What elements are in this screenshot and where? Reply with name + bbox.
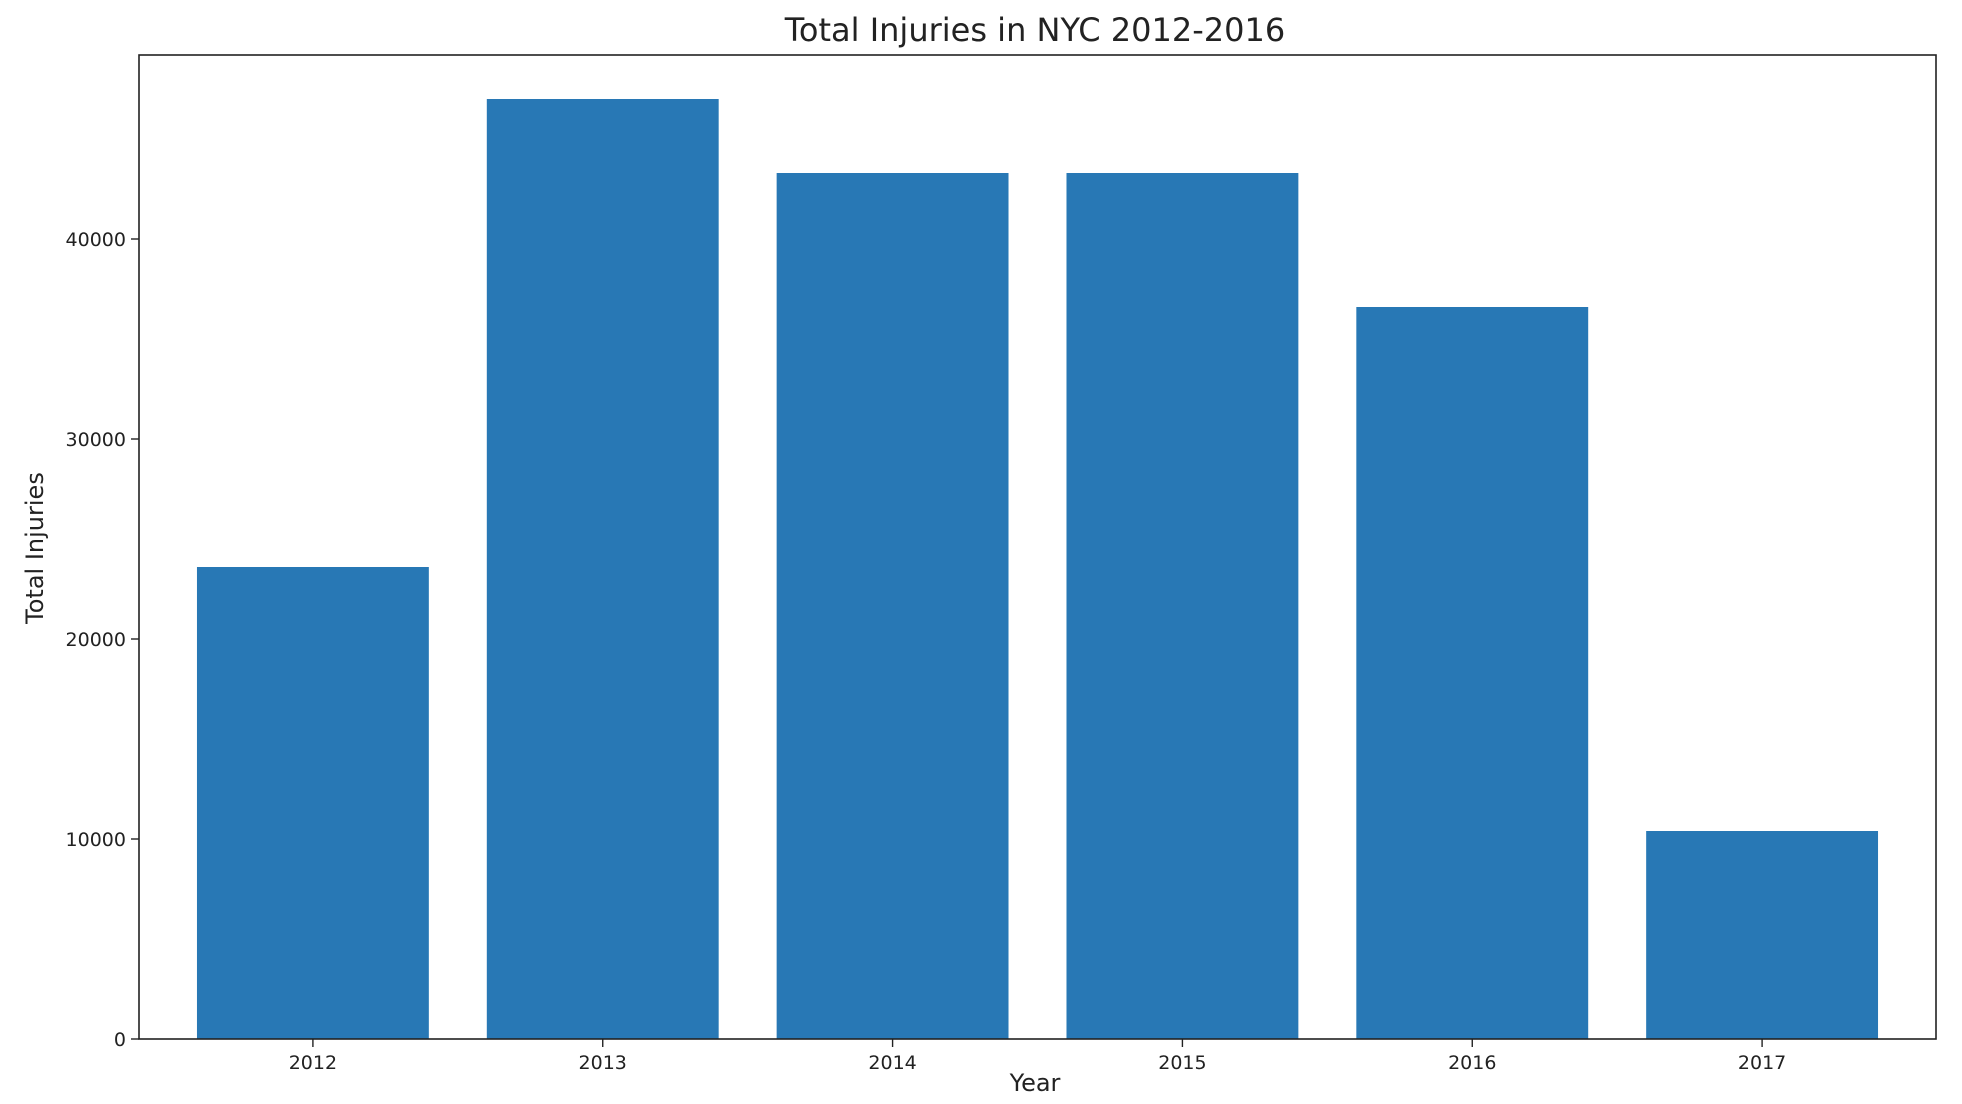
y-tick-label: 0 [114, 1029, 126, 1051]
y-tick-label: 30000 [66, 429, 126, 451]
x-tick-label: 2015 [1158, 1052, 1206, 1074]
bar-2013 [486, 99, 719, 1039]
bars [196, 99, 1879, 1039]
x-axis-label: Year [1009, 1069, 1061, 1097]
x-tick-label: 2016 [1448, 1052, 1496, 1074]
bar-2015 [1066, 173, 1299, 1039]
x-tick-label: 2017 [1738, 1052, 1786, 1074]
y-tick-label: 40000 [66, 229, 126, 251]
y-tick-label: 20000 [66, 629, 126, 651]
x-tick-label: 2012 [289, 1052, 337, 1074]
x-tick-label: 2014 [868, 1052, 916, 1074]
y-axis-label: Total Injuries [21, 472, 49, 625]
plot-frame [138, 54, 1937, 1040]
y-tick-label: 10000 [66, 829, 126, 851]
bar-2014 [776, 173, 1009, 1039]
bar-2017 [1646, 831, 1879, 1039]
chart-title: Total Injuries in NYC 2012-2016 [784, 11, 1285, 49]
ticks: 2012 2013 2014 2015 2016 2017 0 10000 20000 30000… [66, 229, 1787, 1074]
bar-2012 [196, 567, 429, 1039]
bar-2016 [1356, 307, 1589, 1039]
x-tick-label: 2013 [579, 1052, 627, 1074]
